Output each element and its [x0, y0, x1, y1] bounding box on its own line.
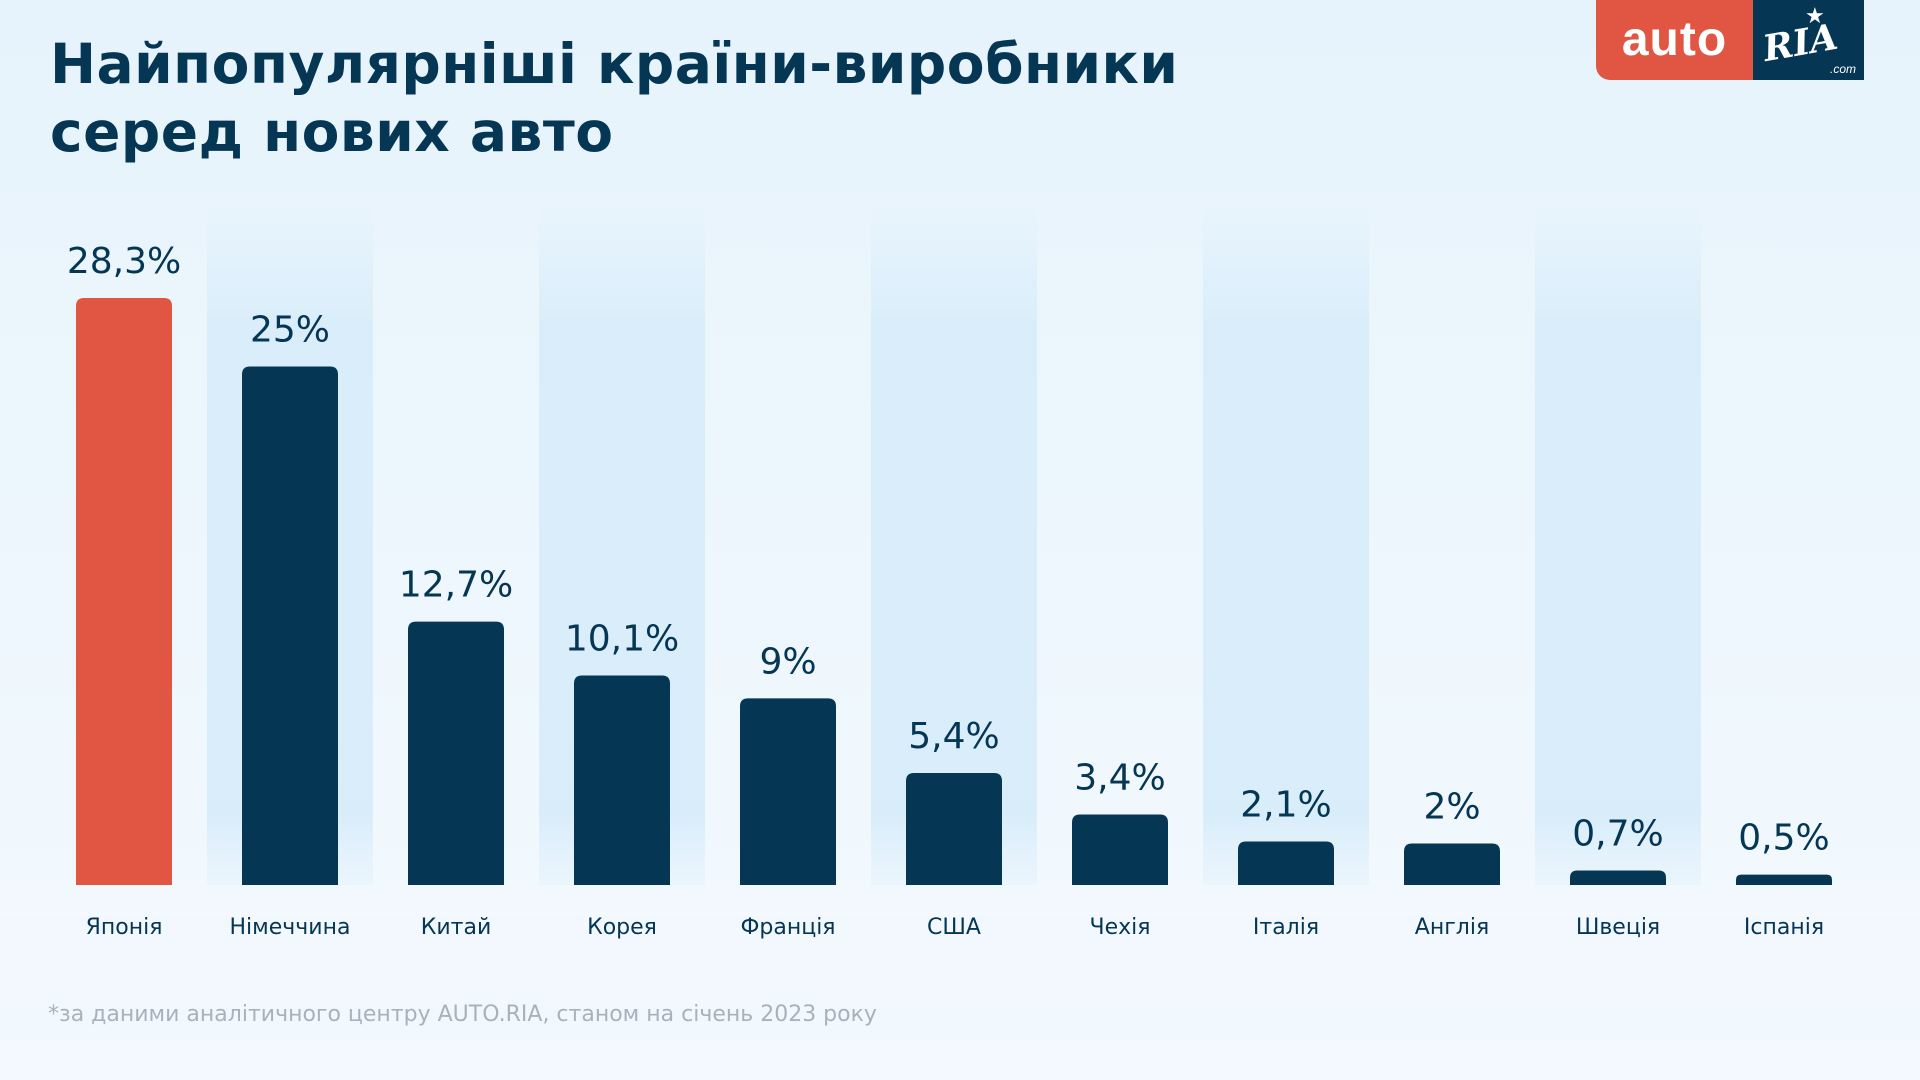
- star-icon: ★: [1805, 4, 1825, 29]
- column-band: [1535, 205, 1701, 885]
- bars-group: [0, 298, 1920, 915]
- value-label: 25%: [250, 309, 330, 350]
- value-label: 5,4%: [908, 716, 999, 757]
- bar: [1072, 814, 1168, 885]
- bar: [1404, 843, 1500, 885]
- category-label: Китай: [421, 915, 492, 940]
- chart-title-line-2: серед нових авто: [50, 100, 614, 164]
- bar: [1238, 841, 1334, 885]
- category-label: Італія: [1253, 915, 1319, 940]
- value-label: 2,1%: [1240, 784, 1331, 825]
- value-label: 0,7%: [1572, 813, 1663, 854]
- category-label: Англія: [1415, 915, 1489, 940]
- value-label: 2%: [1423, 787, 1480, 828]
- bar-chart: 28,3% 25% 12,7% 10,1% 9% 5,4% 3,4% 2,1% 2% 0,7% 0,…: [0, 205, 1920, 940]
- autoria-logo[interactable]: auto ★ RIA .com: [1596, 0, 1864, 80]
- baseline-fade: [0, 885, 1920, 915]
- value-label: 3,4%: [1074, 757, 1165, 798]
- category-labels-group: Японія Німеччина Китай Корея Франція США Чехія…: [86, 915, 1825, 940]
- value-label: 12,7%: [399, 565, 513, 606]
- chart-title-line-1: Найпопулярніші країни-виробники: [50, 32, 1179, 96]
- bar: [408, 621, 504, 885]
- category-label: Іспанія: [1744, 915, 1824, 940]
- category-label: Франція: [740, 915, 835, 940]
- bar: [574, 675, 670, 885]
- bar: [906, 772, 1002, 885]
- value-label: 0,5%: [1738, 818, 1829, 859]
- column-band: [871, 205, 1037, 885]
- bar: [242, 366, 338, 886]
- logo-ria-block: ★ RIA .com: [1753, 0, 1864, 80]
- category-label: Швеція: [1576, 915, 1660, 940]
- category-label: Чехія: [1090, 915, 1151, 940]
- category-label: США: [927, 915, 981, 940]
- logo-com-text: .com: [1829, 62, 1856, 76]
- category-label: Німеччина: [230, 915, 351, 940]
- category-label: Корея: [587, 915, 657, 940]
- bar: [1570, 870, 1666, 885]
- category-label: Японія: [86, 915, 163, 940]
- value-label: 28,3%: [67, 241, 181, 282]
- value-label: 9%: [759, 641, 816, 682]
- logo-auto-text: auto: [1596, 0, 1753, 80]
- bar: [76, 298, 172, 885]
- chart-title: Найпопулярніші країни-виробники серед но…: [50, 30, 1250, 166]
- value-label: 10,1%: [565, 619, 679, 660]
- bar: [740, 698, 836, 885]
- column-band: [1203, 205, 1369, 885]
- bar: [1736, 874, 1832, 885]
- source-footnote: *за даними аналітичного центру AUTO.RIA,…: [48, 1002, 877, 1027]
- value-labels-group: 28,3% 25% 12,7% 10,1% 9% 5,4% 3,4% 2,1% 2% 0,7% 0,…: [67, 241, 1830, 859]
